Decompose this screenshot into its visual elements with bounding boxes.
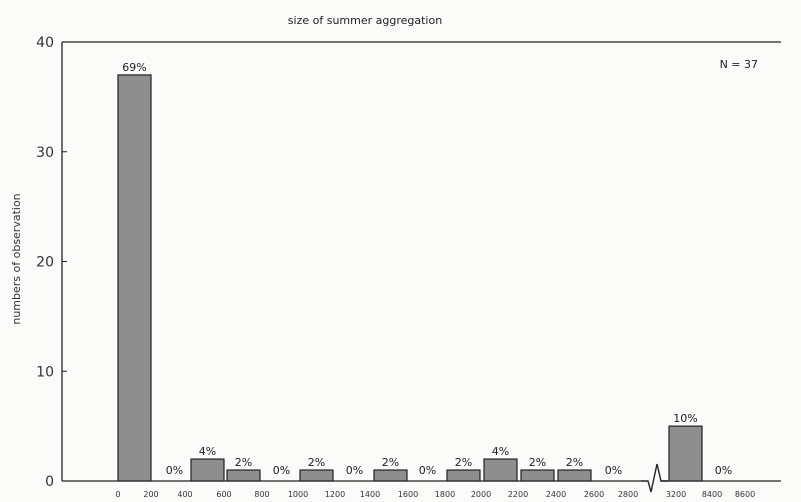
axis-break-mark [641, 463, 668, 493]
x-tick-label: 3200 [666, 490, 686, 499]
bar [373, 469, 408, 482]
bar [190, 458, 225, 482]
x-tick-label: 1800 [435, 490, 455, 499]
x-tick-label: 2200 [508, 490, 528, 499]
x-tick-label: 1200 [325, 490, 345, 499]
bar-percent-label: 0% [346, 464, 363, 477]
bar-percent-label: 69% [122, 61, 146, 74]
bar-percent-label: 2% [308, 456, 325, 469]
y-axis-label: numbers of observation [10, 193, 23, 324]
x-tick-label: 200 [143, 490, 158, 499]
y-tick-label: 10 [36, 364, 54, 380]
y-tick-label: 40 [36, 35, 54, 51]
x-tick-label: 400 [177, 490, 192, 499]
x-tick-label: 600 [216, 490, 231, 499]
x-tick-label: 2400 [546, 490, 566, 499]
x-tick-label: 2600 [584, 490, 604, 499]
y-tick-label: 0 [45, 474, 54, 490]
bar-percent-label: 0% [273, 464, 290, 477]
bar [483, 458, 518, 482]
bar-percent-label: 4% [492, 445, 509, 458]
bar-percent-label: 10% [673, 412, 697, 425]
bar-percent-label: 0% [715, 464, 732, 477]
x-tick-label: 8600 [735, 490, 755, 499]
y-tick-label: 20 [36, 255, 54, 271]
y-axis: 0 10 20 30 40 [36, 35, 67, 490]
bars [117, 74, 703, 482]
bar-percent-label: 0% [166, 464, 183, 477]
bar-percent-label: 2% [529, 456, 546, 469]
break-zigzag [641, 463, 668, 493]
bar-percent-label: 0% [605, 464, 622, 477]
percent-labels: 69% 0% 4% 2% 0% 2% 0% 2% 0% 2% 4% 2% 2% 0% 10% 0% [122, 61, 732, 477]
break-gap [641, 478, 661, 484]
x-tick-label: 2000 [471, 490, 491, 499]
bar [557, 469, 592, 482]
bar-percent-label: 2% [455, 456, 472, 469]
x-tick-label: 1600 [398, 490, 418, 499]
bar-percent-label: 0% [419, 464, 436, 477]
bar [299, 469, 334, 482]
bar-percent-label: 4% [199, 445, 216, 458]
x-tick-label: 1000 [288, 490, 308, 499]
sample-size-annotation: N = 37 [720, 58, 758, 71]
x-tick-label: 800 [254, 490, 269, 499]
x-tick-label: 0 [115, 490, 120, 499]
bar [668, 425, 703, 482]
x-tick-label: 1400 [360, 490, 380, 499]
bar [117, 74, 152, 482]
bar [520, 469, 555, 482]
bar-percent-label: 2% [566, 456, 583, 469]
bar [446, 469, 481, 482]
bar [226, 469, 261, 482]
x-tick-label: 8400 [702, 490, 722, 499]
bar-percent-label: 2% [235, 456, 252, 469]
y-tick-label: 30 [36, 145, 54, 161]
x-tick-label: 2800 [618, 490, 638, 499]
bar-percent-label: 2% [382, 456, 399, 469]
chart-title: size of summer aggregation [288, 14, 442, 27]
x-axis: 0 200 400 600 800 1000 1200 1400 1600 1800 2000 220… [115, 490, 755, 499]
